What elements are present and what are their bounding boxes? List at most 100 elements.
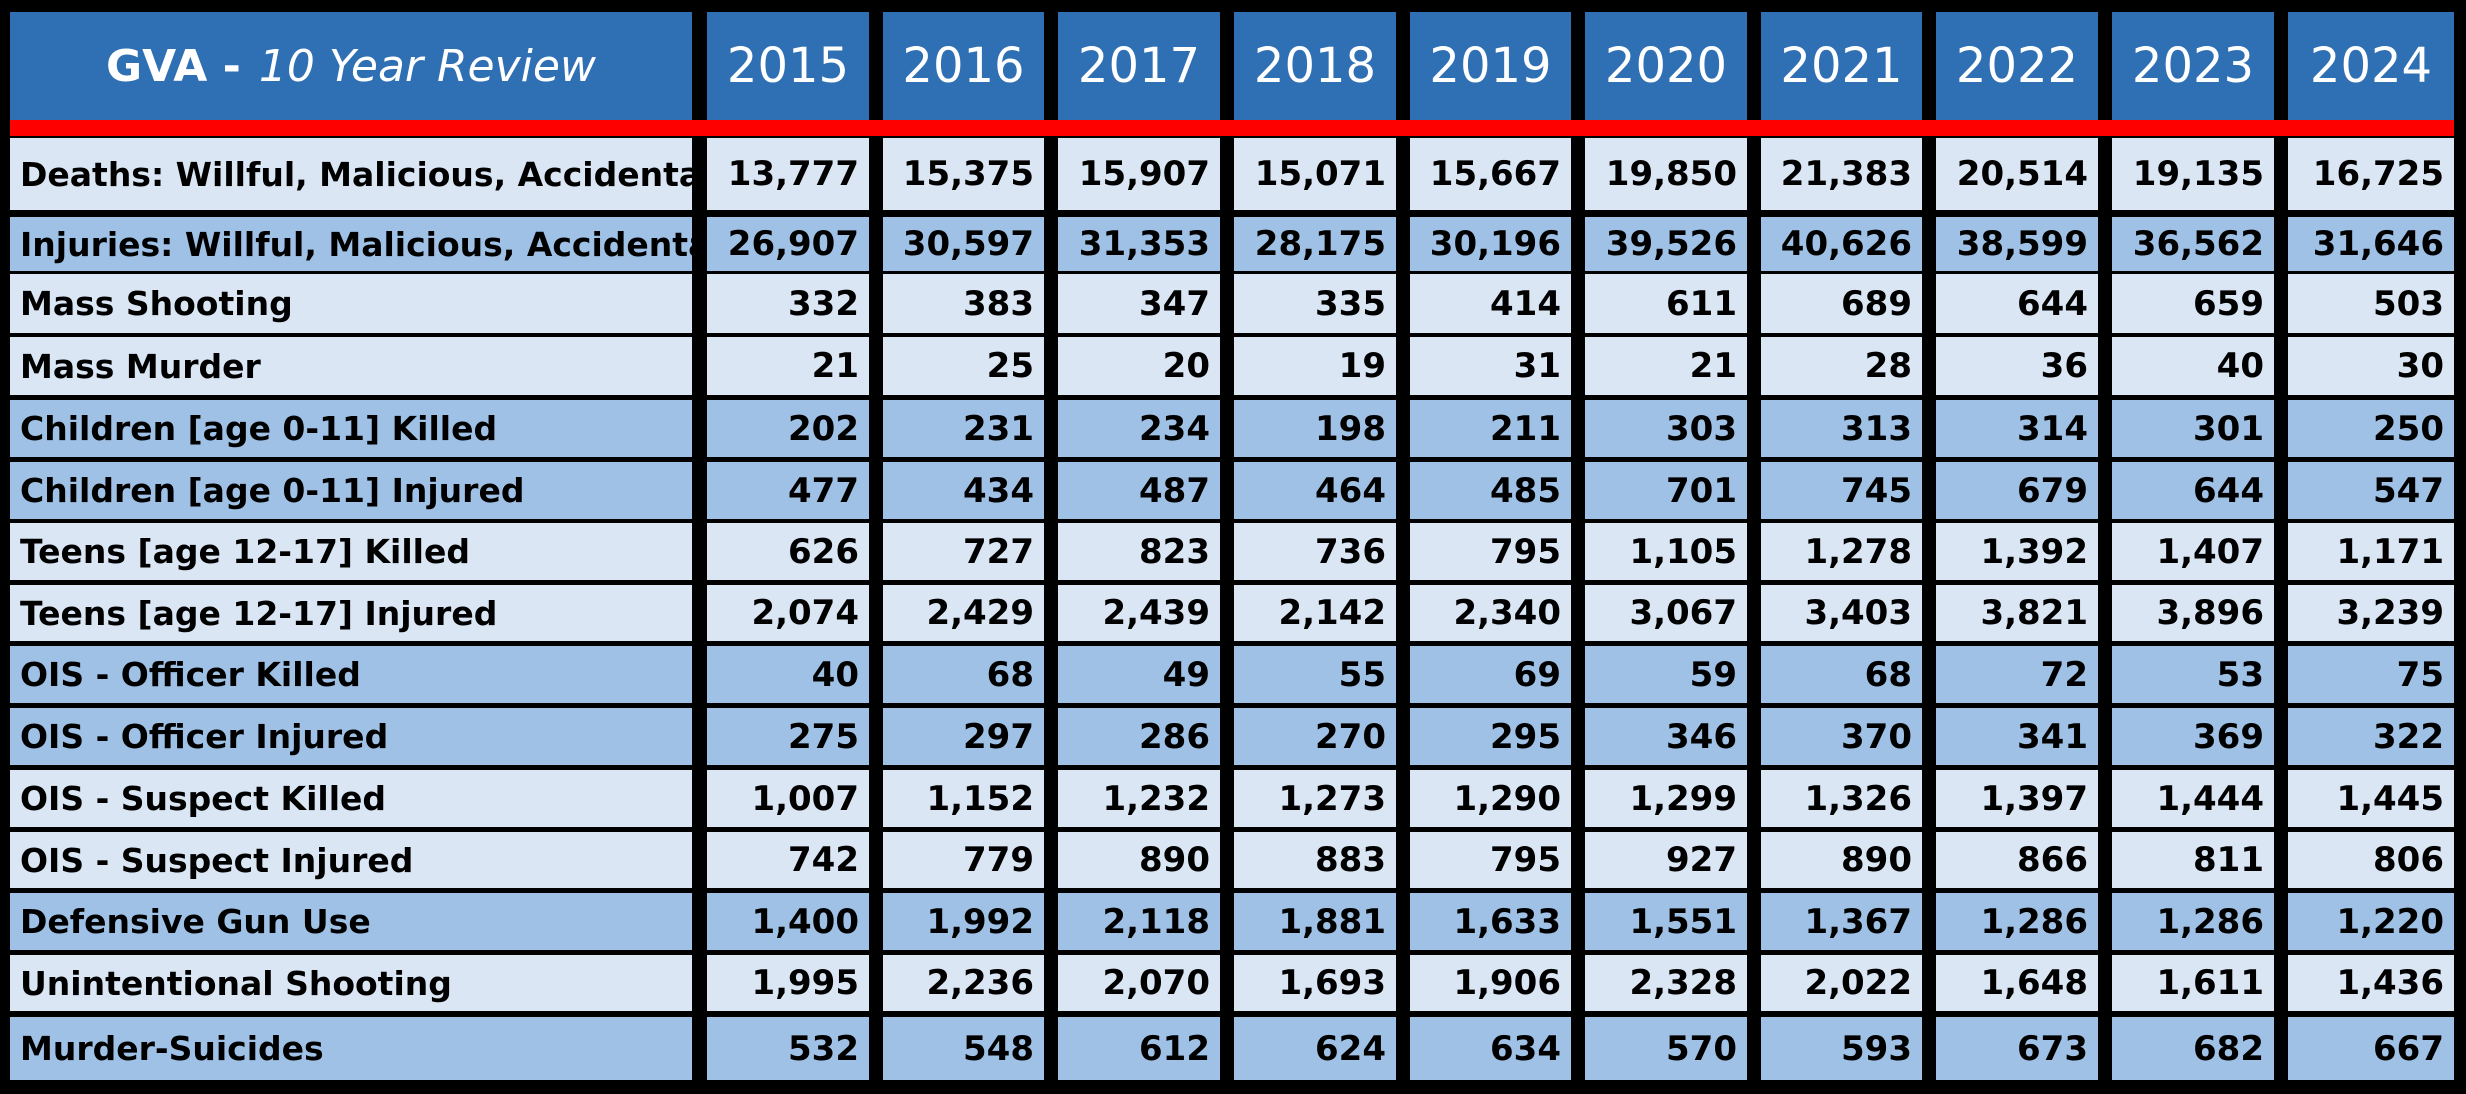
- table-cell: 198: [1234, 400, 1396, 457]
- column-header-2023: 2023: [2112, 12, 2274, 120]
- table-cell: 727: [883, 523, 1044, 580]
- table-cell: 477: [707, 462, 869, 519]
- table-cell: 335: [1234, 274, 1396, 333]
- column-header-2024: 2024: [2288, 12, 2454, 120]
- table-cell: 1,444: [2112, 770, 2274, 827]
- table-cell: 1,992: [883, 893, 1044, 950]
- table-cell: 673: [1936, 1017, 2098, 1080]
- table-cell: 30,597: [883, 217, 1044, 271]
- table-cell: 313: [1761, 400, 1922, 457]
- table-cell: 1,220: [2288, 893, 2454, 950]
- title-bold: GVA -: [106, 40, 241, 92]
- column-header-2021: 2021: [1761, 12, 1922, 120]
- table-cell: 2,340: [1410, 585, 1571, 641]
- table-cell: 1,290: [1410, 770, 1571, 827]
- row-label: OIS - Suspect Injured: [10, 832, 692, 888]
- table-cell: 39,526: [1585, 217, 1747, 271]
- table-cell: 532: [707, 1017, 869, 1080]
- table-cell: 1,273: [1234, 770, 1396, 827]
- table-cell: 16,725: [2288, 138, 2454, 210]
- row-label: Murder-Suicides: [10, 1017, 692, 1080]
- table-cell: 1,397: [1936, 770, 2098, 827]
- row-label: Children [age 0-11] Injured: [10, 462, 692, 519]
- row-label: Unintentional Shooting: [10, 955, 692, 1011]
- column-header-2015: 2015: [707, 12, 869, 120]
- table-cell: 322: [2288, 708, 2454, 765]
- table-cell: 736: [1234, 523, 1396, 580]
- table-cell: 21: [707, 337, 869, 395]
- table-cell: 1,171: [2288, 523, 2454, 580]
- table-cell: 332: [707, 274, 869, 333]
- table-cell: 1,881: [1234, 893, 1396, 950]
- table-cell: 2,118: [1058, 893, 1220, 950]
- table-cell: 487: [1058, 462, 1220, 519]
- table-cell: 2,328: [1585, 955, 1747, 1011]
- table-cell: 1,400: [707, 893, 869, 950]
- table-cell: 40: [2112, 337, 2274, 395]
- table-cell: 795: [1410, 832, 1571, 888]
- table-cell: 3,821: [1936, 585, 2098, 641]
- table-cell: 36: [1936, 337, 2098, 395]
- table-cell: 301: [2112, 400, 2274, 457]
- table-cell: 1,152: [883, 770, 1044, 827]
- table-cell: 1,407: [2112, 523, 2274, 580]
- table-cell: 369: [2112, 708, 2274, 765]
- table-cell: 59: [1585, 646, 1747, 703]
- table-cell: 701: [1585, 462, 1747, 519]
- table-cell: 1,551: [1585, 893, 1747, 950]
- table-cell: 745: [1761, 462, 1922, 519]
- table-cell: 1,648: [1936, 955, 2098, 1011]
- table-cell: 927: [1585, 832, 1747, 888]
- table-cell: 19,850: [1585, 138, 1747, 210]
- column-header-2016: 2016: [883, 12, 1044, 120]
- table-cell: 1,286: [2112, 893, 2274, 950]
- header-accent-bar: [10, 120, 2454, 136]
- table-cell: 3,896: [2112, 585, 2274, 641]
- table-cell: 667: [2288, 1017, 2454, 1080]
- table-cell: 1,278: [1761, 523, 1922, 580]
- table-cell: 72: [1936, 646, 2098, 703]
- table-cell: 31: [1410, 337, 1571, 395]
- table-cell: 68: [1761, 646, 1922, 703]
- table-cell: 1,445: [2288, 770, 2454, 827]
- row-label: Children [age 0-11] Killed: [10, 400, 692, 457]
- table-cell: 1,995: [707, 955, 869, 1011]
- row-label: Mass Shooting: [10, 274, 692, 333]
- table-cell: 286: [1058, 708, 1220, 765]
- table-cell: 1,105: [1585, 523, 1747, 580]
- table-cell: 2,022: [1761, 955, 1922, 1011]
- row-label: OIS - Officer Injured: [10, 708, 692, 765]
- table-cell: 1,326: [1761, 770, 1922, 827]
- table-cell: 40,626: [1761, 217, 1922, 271]
- table-cell: 1,232: [1058, 770, 1220, 827]
- table-cell: 1,436: [2288, 955, 2454, 1011]
- table-cell: 659: [2112, 274, 2274, 333]
- title-italic: 10 Year Review: [258, 40, 596, 92]
- table-cell: 634: [1410, 1017, 1571, 1080]
- table-cell: 30: [2288, 337, 2454, 395]
- table-cell: 2,074: [707, 585, 869, 641]
- table-cell: 19: [1234, 337, 1396, 395]
- table-cell: 250: [2288, 400, 2454, 457]
- table-cell: 624: [1234, 1017, 1396, 1080]
- table-cell: 15,667: [1410, 138, 1571, 210]
- table-cell: 19,135: [2112, 138, 2274, 210]
- table-cell: 20,514: [1936, 138, 2098, 210]
- table-cell: 270: [1234, 708, 1396, 765]
- table-cell: 890: [1058, 832, 1220, 888]
- table-cell: 370: [1761, 708, 1922, 765]
- table-cell: 3,067: [1585, 585, 1747, 641]
- table-cell: 75: [2288, 646, 2454, 703]
- row-label: OIS - Officer Killed: [10, 646, 692, 703]
- table-cell: 779: [883, 832, 1044, 888]
- table-cell: 883: [1234, 832, 1396, 888]
- table-cell: 2,439: [1058, 585, 1220, 641]
- table-cell: 55: [1234, 646, 1396, 703]
- table-cell: 303: [1585, 400, 1747, 457]
- table-cell: 1,693: [1234, 955, 1396, 1011]
- table-cell: 644: [2112, 462, 2274, 519]
- table-cell: 2,429: [883, 585, 1044, 641]
- table-cell: 682: [2112, 1017, 2274, 1080]
- table-cell: 234: [1058, 400, 1220, 457]
- table-cell: 38,599: [1936, 217, 2098, 271]
